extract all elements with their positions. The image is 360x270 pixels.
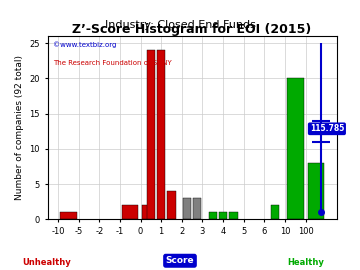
Bar <box>219 212 227 220</box>
Bar <box>183 198 191 220</box>
Bar <box>122 205 139 220</box>
Text: Healthy: Healthy <box>288 258 324 266</box>
Y-axis label: Number of companies (92 total): Number of companies (92 total) <box>15 55 24 200</box>
Bar <box>270 205 279 220</box>
Bar <box>308 163 324 220</box>
Text: Score: Score <box>166 256 194 265</box>
Text: Unhealthy: Unhealthy <box>22 258 71 266</box>
Bar <box>287 78 303 220</box>
Title: Z’-Score Histogram for EOI (2015): Z’-Score Histogram for EOI (2015) <box>72 23 312 36</box>
Text: 115.785: 115.785 <box>310 124 344 133</box>
Bar <box>229 212 238 220</box>
Bar <box>147 50 155 220</box>
Bar <box>167 191 176 220</box>
Bar <box>141 205 150 220</box>
Text: ©www.textbiz.org: ©www.textbiz.org <box>54 42 117 48</box>
Text: Industry: Closed End Funds: Industry: Closed End Funds <box>104 20 256 30</box>
Bar <box>60 212 77 220</box>
Bar <box>157 50 165 220</box>
Bar <box>208 212 217 220</box>
Text: The Research Foundation of SUNY: The Research Foundation of SUNY <box>54 60 172 66</box>
Bar <box>193 198 201 220</box>
